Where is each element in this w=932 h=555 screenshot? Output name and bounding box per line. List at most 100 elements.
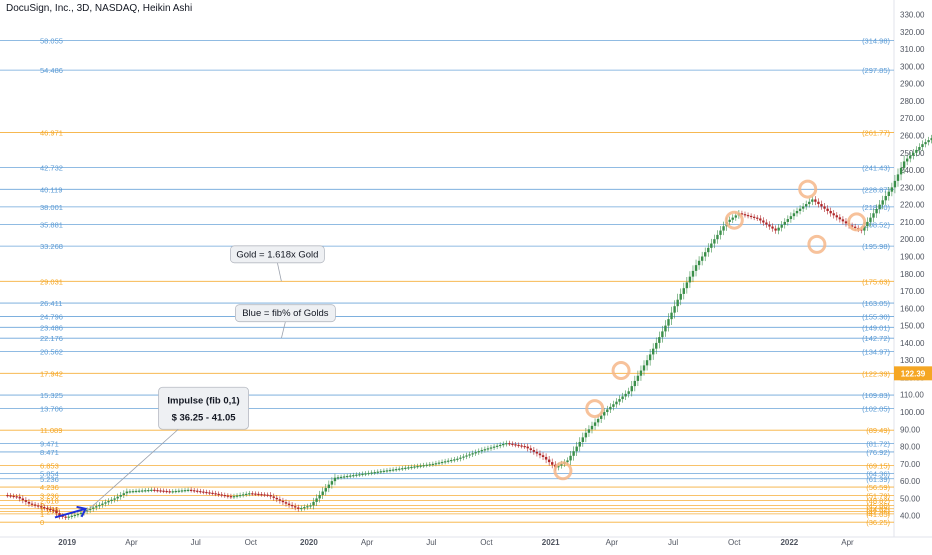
- candle-body: [46, 507, 49, 510]
- candle-body: [58, 513, 61, 516]
- candle-body: [639, 370, 643, 376]
- candle-body: [771, 226, 774, 229]
- x-tick-label: Apr: [125, 538, 138, 547]
- fib-price-label: (163.05): [862, 299, 890, 308]
- candle-body: [223, 494, 226, 497]
- candle-body: [333, 477, 337, 482]
- fib-ratio-label: 4.236: [40, 483, 59, 492]
- fib-price-label: (61.39): [866, 475, 890, 484]
- y-tick-label: 90.00: [900, 425, 921, 434]
- y-tick-label: 210.00: [900, 218, 925, 227]
- fib-price-label: (297.85): [862, 66, 890, 75]
- candle-body: [275, 497, 279, 500]
- candle-body: [872, 213, 875, 218]
- candle-body: [413, 466, 416, 468]
- candle-body: [780, 224, 783, 228]
- x-tick-label: 2020: [300, 538, 318, 547]
- candle-body: [587, 429, 591, 433]
- fib-price-label: (44.02): [866, 505, 890, 514]
- candle-body: [924, 142, 927, 145]
- candle-body: [752, 216, 756, 218]
- fib-ratio-label: 17.942: [40, 369, 63, 378]
- fib-ratio-label: 58.055: [40, 37, 63, 46]
- fib-ratio-label: 9.471: [40, 440, 59, 449]
- candle-body: [450, 459, 453, 462]
- candle-body: [79, 512, 83, 514]
- candle-body: [538, 453, 542, 456]
- candle-body: [905, 158, 909, 162]
- candle-body: [633, 380, 637, 387]
- candle-body: [416, 466, 419, 468]
- candle-body: [909, 155, 912, 159]
- candle-body: [95, 506, 98, 508]
- candle-body: [584, 432, 588, 438]
- candle-body: [523, 446, 526, 448]
- candle-body: [382, 470, 386, 472]
- support-circle: [724, 210, 744, 230]
- gold-note-pointer: [277, 262, 282, 282]
- support-circle: [847, 212, 867, 232]
- candle-body: [471, 453, 474, 455]
- candle-body: [599, 415, 603, 419]
- candle-body: [869, 217, 872, 222]
- candle-body: [875, 208, 878, 214]
- candle-body: [407, 467, 410, 469]
- candle-body: [896, 174, 900, 181]
- candle-body: [358, 474, 361, 476]
- y-tick-label: 190.00: [900, 252, 925, 261]
- fib-ratio-label: 46.971: [40, 128, 63, 137]
- candle-body: [704, 252, 707, 257]
- candle-body: [192, 490, 196, 492]
- candle-body: [281, 500, 285, 503]
- candle-body: [177, 490, 181, 492]
- candle-body: [511, 443, 514, 445]
- candle-body: [596, 418, 600, 423]
- fib-ratio-label: 6.853: [40, 461, 59, 470]
- x-tick-label: 2022: [780, 538, 798, 547]
- candle-body: [829, 210, 832, 214]
- impulse-note-value: $ 36.25 - 41.05: [172, 412, 237, 423]
- candle-body: [297, 507, 300, 509]
- candle-body: [786, 219, 790, 222]
- candle-body: [345, 475, 349, 478]
- y-tick-label: 140.00: [900, 339, 925, 348]
- candle-body: [918, 147, 921, 150]
- candle-body: [287, 503, 291, 505]
- x-tick-label: Apr: [841, 538, 854, 547]
- candle-body: [630, 386, 633, 392]
- candle-body: [260, 494, 263, 496]
- candle-body: [385, 470, 389, 472]
- x-tick-label: Oct: [480, 538, 493, 547]
- candle-body: [853, 226, 857, 228]
- fib-ratio-label: 15.325: [40, 391, 63, 400]
- candle-body: [349, 475, 352, 477]
- candle-body: [410, 466, 413, 469]
- candle-body: [235, 495, 239, 497]
- candle-body: [688, 276, 692, 283]
- candle-body: [30, 503, 34, 505]
- y-tick-label: 230.00: [900, 183, 925, 192]
- candle-body: [6, 494, 9, 497]
- fib-ratio-label: 40.119: [40, 185, 62, 194]
- price-axis-panel: [894, 0, 932, 550]
- candle-body: [731, 217, 734, 220]
- candle-body: [526, 446, 529, 449]
- candle-body: [401, 468, 404, 470]
- candle-body: [789, 216, 793, 220]
- candle-body: [404, 467, 407, 469]
- candle-body: [664, 325, 667, 332]
- candle-body: [370, 472, 373, 474]
- candle-body: [15, 496, 18, 498]
- candle-body: [673, 306, 676, 313]
- candle-body: [318, 494, 321, 499]
- candle-body: [422, 465, 425, 467]
- candle-body: [621, 396, 624, 400]
- y-tick-label: 330.00: [900, 11, 925, 20]
- candle-body: [618, 399, 621, 402]
- candle-body: [575, 446, 578, 452]
- fib-ratio-label: 26.411: [40, 299, 62, 308]
- candle-body: [70, 515, 73, 517]
- candle-body: [841, 219, 845, 222]
- candle-body: [795, 210, 799, 214]
